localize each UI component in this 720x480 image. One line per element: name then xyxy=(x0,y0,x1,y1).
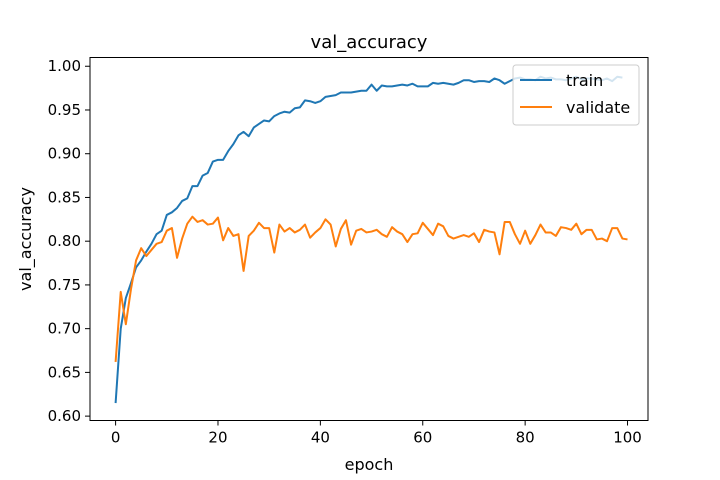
y-tick-label: 0.75 xyxy=(48,276,81,294)
x-tick-label: 80 xyxy=(516,429,535,447)
y-axis: 0.60 0.65 0.70 0.75 0.80 0.85 0.90 0.95 1.00 xyxy=(48,57,90,425)
x-tick-label: 0 xyxy=(111,429,121,447)
legend-label-validate: validate xyxy=(566,98,630,117)
y-tick-label: 0.70 xyxy=(48,320,81,338)
legend-label-train: train xyxy=(566,71,603,90)
chart-title: val_accuracy xyxy=(311,32,428,53)
y-tick-label: 0.60 xyxy=(48,407,81,425)
y-tick-label: 1.00 xyxy=(48,57,81,75)
plot-frame xyxy=(89,57,649,421)
x-tick-label: 100 xyxy=(613,429,642,447)
legend: train validate xyxy=(512,64,640,126)
y-tick-label: 0.80 xyxy=(48,232,81,250)
x-axis-label: epoch xyxy=(345,455,394,474)
x-tick-label: 60 xyxy=(413,429,432,447)
y-tick-label: 0.90 xyxy=(48,145,81,163)
x-tick-label: 20 xyxy=(208,429,227,447)
series-line-validate xyxy=(114,215,628,362)
y-tick-label: 0.95 xyxy=(48,101,81,119)
x-tick-label: 40 xyxy=(311,429,330,447)
y-axis-label: val_accuracy xyxy=(16,187,36,291)
y-tick-label: 0.65 xyxy=(48,363,81,381)
y-tick-label: 0.85 xyxy=(48,188,81,206)
x-axis: 0 20 40 60 80 100 xyxy=(111,420,642,447)
